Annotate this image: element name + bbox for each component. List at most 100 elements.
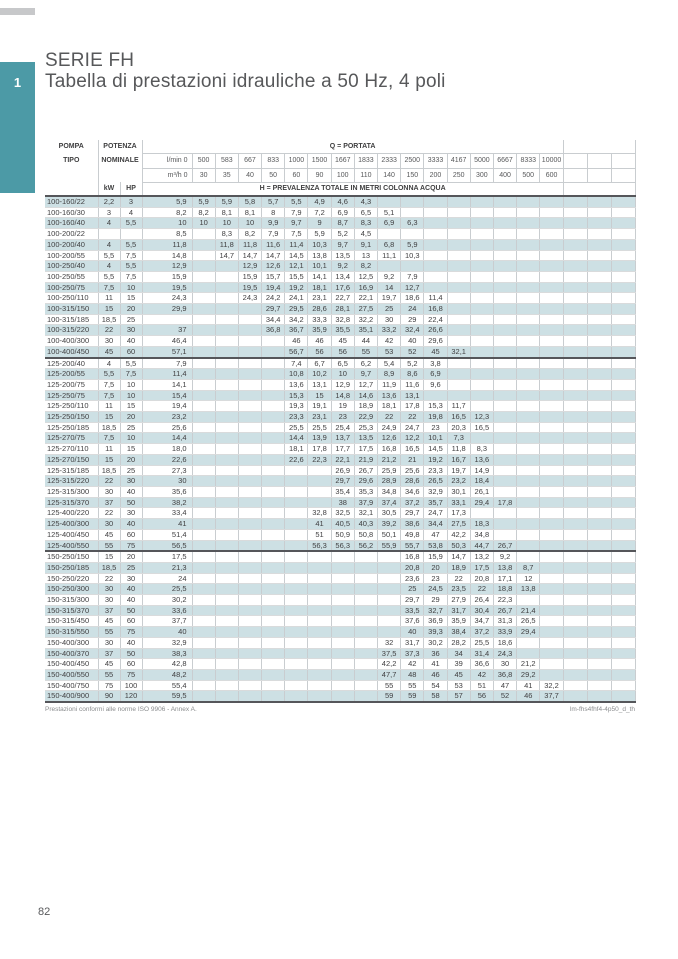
head-value-cell: [238, 594, 263, 606]
head-value-cell: 6,8: [377, 239, 402, 251]
pump-type-cell: 100-200/22: [45, 228, 99, 240]
head-value-cell: 9: [307, 217, 332, 230]
head-value-cell: [516, 239, 541, 251]
empty-cell: [587, 562, 612, 574]
empty-cell: [587, 167, 612, 182]
head-value-cell: [215, 271, 239, 283]
head-value-cell: 42: [377, 335, 402, 347]
head-value-cell: [192, 400, 216, 413]
pump-type-cell: 125-200/40: [45, 357, 99, 370]
head-value-cell: [238, 357, 263, 370]
head-value-cell: [516, 282, 541, 294]
portata-header: Q = PORTATA: [142, 140, 564, 153]
head-value-cell: [539, 250, 564, 262]
pump-type-cell: 100-250/55: [45, 271, 99, 283]
empty-cell: [587, 346, 612, 359]
head-value-cell: [354, 573, 379, 585]
head-value-cell: [331, 615, 355, 628]
table-row: 100-160/22 2,2 3 5,9 5,9 5,9 5,8 5,7 5,5 4,9 4,6 4,…: [45, 196, 636, 208]
head-value-cell: [261, 605, 286, 617]
head-value-cell: [307, 615, 332, 628]
head-value-cell: 40,3: [354, 518, 379, 530]
head-at-zero-cell: 32,9: [142, 637, 193, 649]
head-value-cell: 23,3: [423, 465, 448, 477]
head-value-cell: 15,5: [284, 271, 309, 283]
head-value-cell: [354, 615, 379, 628]
head-at-zero-cell: 51,4: [142, 529, 193, 541]
head-value-cell: [284, 605, 309, 617]
head-value-cell: 31,7: [447, 605, 471, 617]
lmin-col-header: 500: [192, 152, 216, 168]
empty-cell: [611, 260, 636, 272]
header-row-m3h: m³/h 0 30 35 40 50 60 90 100 110 140 150 200 250 300…: [45, 167, 636, 182]
head-value-cell: [516, 250, 541, 262]
empty-cell: [563, 400, 588, 413]
head-value-cell: 55: [400, 680, 425, 692]
kw-cell: 15: [98, 411, 121, 423]
head-value-cell: [215, 346, 239, 359]
head-value-cell: [261, 379, 286, 391]
head-value-cell: [238, 400, 263, 413]
head-value-cell: 10,1: [423, 432, 448, 445]
head-value-cell: [307, 486, 332, 498]
head-value-cell: [516, 207, 541, 219]
head-value-cell: 56: [307, 346, 332, 359]
head-value-cell: [516, 390, 541, 402]
hp-cell: 10: [120, 390, 143, 402]
head-value-cell: [539, 443, 564, 455]
head-value-cell: [470, 292, 494, 305]
empty-cell: [587, 626, 612, 638]
header-row-groups: POMPA POTENZA Q = PORTATA: [45, 140, 636, 153]
head-value-cell: 25,5: [307, 422, 332, 434]
head-value-cell: [215, 432, 239, 445]
empty-cell: [587, 282, 612, 294]
head-value-cell: 11,4: [284, 239, 309, 251]
pump-type-cell: 125-400/450: [45, 529, 99, 541]
head-value-cell: 28,6: [400, 475, 425, 487]
head-value-cell: 47,7: [377, 669, 402, 681]
head-value-cell: 7,2: [307, 207, 332, 219]
head-value-cell: 11,9: [377, 379, 402, 391]
head-value-cell: [192, 379, 216, 391]
head-value-cell: [377, 573, 402, 585]
head-at-zero-cell: 33,6: [142, 605, 193, 617]
head-value-cell: 24,2: [261, 292, 286, 305]
head-value-cell: 35,9: [307, 324, 332, 337]
head-value-cell: [470, 357, 494, 370]
head-at-zero-cell: 15,9: [142, 271, 193, 283]
head-value-cell: 30: [377, 314, 402, 326]
head-value-cell: 13,6: [377, 390, 402, 402]
head-value-cell: 18,6: [400, 292, 425, 305]
head-value-cell: [261, 432, 286, 445]
head-value-cell: [238, 432, 263, 445]
head-value-cell: [261, 507, 286, 520]
head-value-cell: [493, 422, 518, 434]
head-value-cell: [470, 217, 494, 230]
empty-cell: [611, 250, 636, 262]
head-value-cell: [539, 669, 564, 681]
head-value-cell: [238, 475, 263, 487]
empty-cell: [563, 324, 588, 337]
empty-cell: [563, 346, 588, 359]
head-value-cell: [215, 583, 239, 596]
lmin-col-header: 5000: [470, 152, 494, 168]
head-value-cell: [493, 529, 518, 541]
head-value-cell: 18,1: [377, 400, 402, 413]
empty-cell: [563, 573, 588, 585]
empty-cell: [563, 250, 588, 262]
head-value-cell: 18,4: [470, 475, 494, 487]
head-value-cell: 30,1: [447, 486, 471, 498]
kw-cell: 55: [98, 540, 121, 553]
head-value-cell: 59: [400, 690, 425, 704]
kw-cell: 30: [98, 637, 121, 649]
table-row: 125-200/55 5,5 7,5 11,4 10,8 10,2 10 9,7 8,9 8,6 6…: [45, 368, 636, 380]
head-value-cell: [493, 368, 518, 380]
head-value-cell: [493, 250, 518, 262]
head-value-cell: [261, 497, 286, 509]
head-value-cell: 14,4: [284, 432, 309, 445]
head-at-zero-cell: 11,8: [142, 239, 193, 251]
head-value-cell: [539, 217, 564, 230]
table-row: 125-400/220 22 30 33,4 32,8 32,5 32,1 30,5 29,7 2…: [45, 507, 636, 520]
head-value-cell: 23: [331, 411, 355, 423]
head-value-cell: [447, 357, 471, 370]
